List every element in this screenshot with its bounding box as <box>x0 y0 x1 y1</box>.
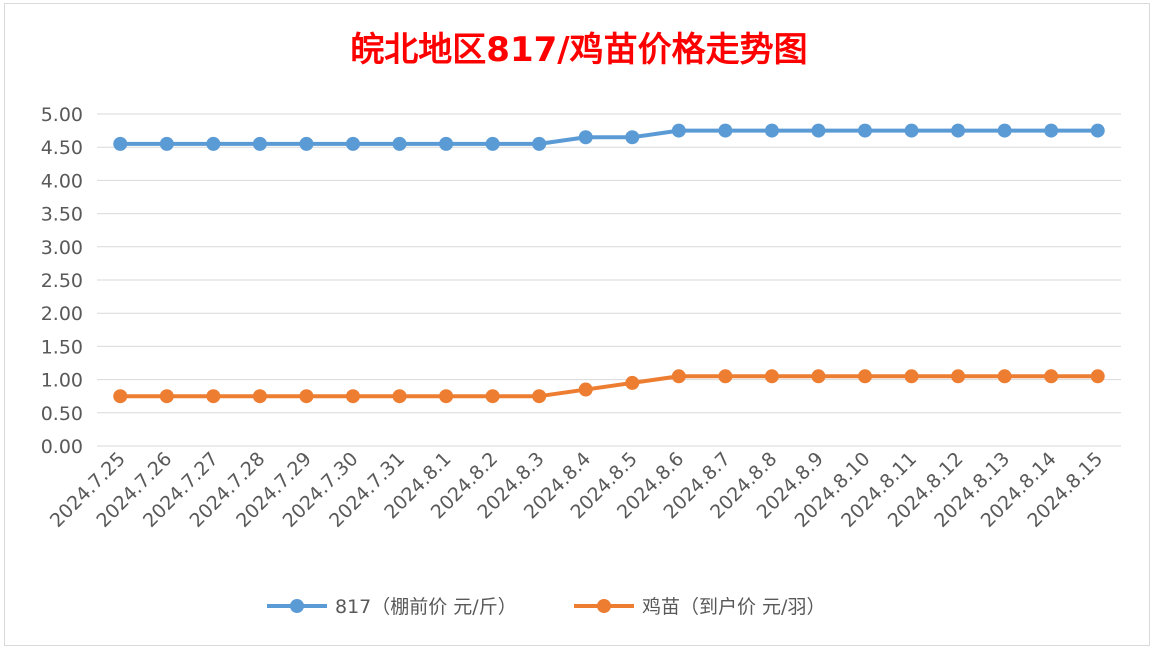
data-point <box>764 369 779 384</box>
y-tick-label: 1.50 <box>41 336 83 358</box>
line-chart: 皖北地区817/鸡苗价格走势图 0.00 0.50 1.00 1.50 2.00 2.50… <box>41 30 1121 618</box>
legend-label: 817（棚前价 元/斤） <box>335 596 517 618</box>
data-point <box>299 389 314 404</box>
data-point <box>485 136 500 151</box>
grid-lines <box>97 113 1121 447</box>
series-line-0 <box>120 128 1098 146</box>
legend: 817（棚前价 元/斤） 鸡苗（到户价 元/羽） <box>267 596 825 618</box>
x-axis-ticks: 2024.7.252024.7.262024.7.272024.7.282024… <box>46 448 1107 532</box>
data-point <box>485 389 500 404</box>
data-point <box>997 123 1012 138</box>
data-point <box>113 136 128 151</box>
data-point <box>113 389 128 404</box>
data-point <box>206 389 221 404</box>
data-point <box>392 136 407 151</box>
data-point <box>252 389 267 404</box>
y-tick-label: 4.50 <box>41 137 83 159</box>
legend-label: 鸡苗（到户价 元/羽） <box>642 596 825 618</box>
data-point <box>951 123 966 138</box>
data-point <box>252 136 267 151</box>
y-tick-label: 2.00 <box>41 303 83 325</box>
data-point <box>1090 123 1105 138</box>
data-point <box>532 136 547 151</box>
series-layer <box>113 123 1105 404</box>
data-point <box>439 136 454 151</box>
data-point <box>578 130 593 145</box>
data-point <box>578 382 593 397</box>
data-point <box>392 389 407 404</box>
y-tick-label: 5.00 <box>41 104 83 126</box>
data-point <box>1044 369 1059 384</box>
data-point <box>299 136 314 151</box>
data-point <box>625 130 640 145</box>
y-tick-label: 1.00 <box>41 370 83 392</box>
y-axis-ticks: 0.00 0.50 1.00 1.50 2.00 2.50 3.00 3.50 4.00 4.50… <box>41 104 83 458</box>
chart-title: 皖北地区817/鸡苗价格走势图 <box>350 30 807 70</box>
data-point <box>159 389 174 404</box>
legend-swatch-marker <box>290 599 304 613</box>
data-point <box>904 369 919 384</box>
series-line-1 <box>120 374 1098 399</box>
data-point <box>346 136 360 151</box>
legend-swatch-marker <box>597 599 611 613</box>
data-point <box>997 369 1012 384</box>
data-point <box>671 369 686 384</box>
data-point <box>951 369 966 384</box>
data-point <box>671 123 686 138</box>
y-tick-label: 0.50 <box>41 403 83 425</box>
data-point <box>858 123 872 138</box>
y-tick-label: 3.00 <box>41 237 83 259</box>
data-point <box>1090 369 1105 384</box>
data-point <box>439 389 454 404</box>
data-point <box>904 123 919 138</box>
data-point <box>718 123 733 138</box>
data-point <box>764 123 779 138</box>
data-point <box>811 369 826 384</box>
y-tick-label: 4.00 <box>41 170 83 192</box>
data-point <box>858 369 872 384</box>
data-point <box>346 389 360 404</box>
data-point <box>206 136 221 151</box>
y-tick-label: 0.00 <box>41 436 83 458</box>
chart-frame: 皖北地区817/鸡苗价格走势图 0.00 0.50 1.00 1.50 2.00 2.50… <box>4 3 1150 646</box>
data-point <box>1044 123 1059 138</box>
data-point <box>532 389 547 404</box>
data-point <box>718 369 733 384</box>
data-point <box>811 123 826 138</box>
y-tick-label: 3.50 <box>41 204 83 226</box>
data-point <box>625 375 640 390</box>
y-tick-label: 2.50 <box>41 270 83 292</box>
data-point <box>159 136 174 151</box>
